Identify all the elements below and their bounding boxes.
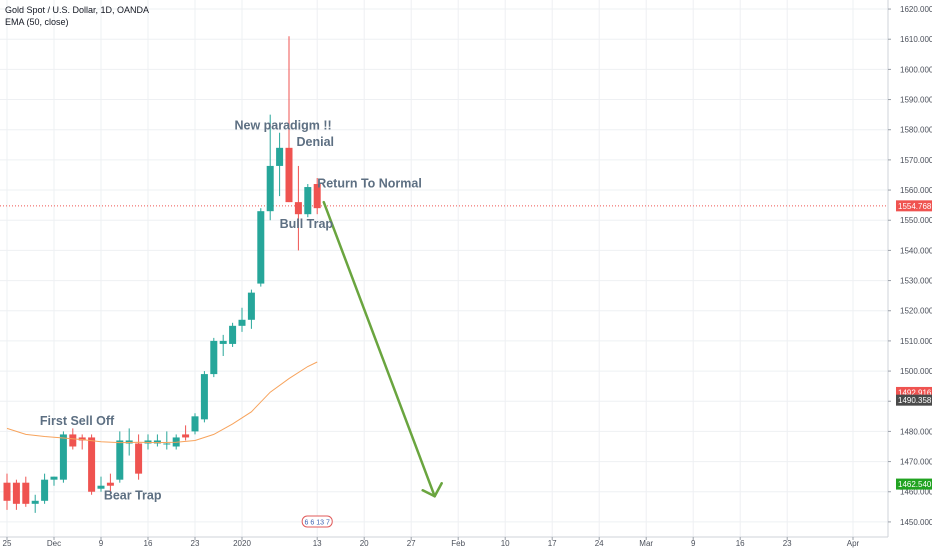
chart-annotations: New paradigm !! Denial Return To Normal Bul… — [40, 119, 422, 503]
candle-body — [200, 374, 208, 420]
projection-arrow — [322, 200, 443, 498]
price-tick-label: 1570.000 — [900, 156, 932, 165]
price-tag-label: 1492.916 — [898, 388, 932, 397]
price-tick-label: 1580.000 — [900, 126, 932, 135]
price-tag-label: 1554.768 — [898, 202, 932, 211]
candle-body — [97, 485, 105, 489]
candle-body — [210, 340, 218, 375]
candle-body — [69, 434, 77, 447]
event-marker-label: 6 6 13 7 — [305, 520, 330, 527]
candle-body — [219, 340, 227, 344]
candle-body — [78, 437, 86, 441]
price-tag-label: 1490.358 — [898, 396, 932, 405]
candle-body — [116, 440, 124, 480]
event-marker: 6 6 13 7 — [301, 515, 333, 528]
annotation-label: Return To Normal — [317, 177, 422, 191]
price-axis-bg — [888, 0, 932, 550]
time-tick-label: 23 — [783, 539, 792, 548]
event-marker-badge — [301, 515, 333, 528]
annotation-label: First Sell Off — [40, 414, 115, 428]
candle-body — [266, 165, 274, 212]
time-tick-label: Mar — [639, 539, 653, 548]
candle-body — [50, 476, 58, 480]
price-tick-label: 1620.000 — [900, 5, 932, 14]
time-tick-label: 23 — [191, 539, 200, 548]
price-tick-label: 1480.000 — [900, 427, 932, 436]
price-tick-label: 1500.000 — [900, 367, 932, 376]
time-tick-label: 9 — [99, 539, 104, 548]
time-tick-label: 16 — [144, 539, 153, 548]
candle-body — [304, 187, 312, 215]
price-tick-label: 1470.000 — [900, 458, 932, 467]
candle-body — [31, 500, 39, 504]
annotation-label: Bear Trap — [104, 488, 162, 502]
candle-body — [41, 479, 49, 501]
candle-body — [191, 416, 199, 432]
price-tag — [896, 200, 932, 212]
candle-body — [135, 443, 143, 474]
time-tick-label: 24 — [595, 539, 604, 548]
candle-body — [257, 211, 265, 284]
price-tick-label: 1450.000 — [900, 518, 932, 527]
time-tick-label: 2020 — [233, 539, 251, 548]
time-tick-label: Dec — [47, 539, 61, 548]
price-tick-label: 1540.000 — [900, 246, 932, 255]
chart-legend: Gold Spot / U.S. Dollar, 1D, OANDA EMA (… — [5, 4, 149, 28]
price-tick-label: 1460.000 — [900, 488, 932, 497]
time-tick-label: 25 — [3, 539, 12, 548]
candle-body — [59, 434, 67, 480]
candle-body — [88, 437, 96, 492]
candlestick-series — [3, 36, 321, 513]
price-tick-label: 1600.000 — [900, 65, 932, 74]
time-tick-label: Feb — [451, 539, 465, 548]
price-tick-label: 1520.000 — [900, 307, 932, 316]
time-tick-label: 9 — [691, 539, 696, 548]
candle-body — [229, 325, 237, 344]
time-tick-label: 20 — [360, 539, 369, 548]
annotation-label: Denial — [297, 135, 335, 149]
candle-body — [106, 482, 114, 486]
price-tag-label: 1462.540 — [898, 480, 932, 489]
price-tag — [896, 478, 932, 490]
price-tick-label: 1590.000 — [900, 96, 932, 105]
annotation-label: New paradigm !! — [234, 119, 331, 133]
arrow-head — [421, 482, 443, 498]
candle-body — [182, 434, 190, 438]
candle-body — [238, 319, 246, 326]
candle-body — [153, 440, 161, 444]
time-tick-label: 17 — [548, 539, 557, 548]
candle-body — [276, 147, 284, 166]
candle-body — [247, 292, 255, 320]
time-tick-label: 16 — [736, 539, 745, 548]
candle-body — [12, 482, 20, 504]
annotation-label: Bull Trap — [280, 217, 334, 231]
time-tick-label: 13 — [313, 539, 322, 548]
indicator-title: EMA (50, close) — [5, 17, 69, 27]
price-tick-label: 1530.000 — [900, 277, 932, 286]
symbol-title: Gold Spot / U.S. Dollar, 1D, OANDA — [5, 5, 150, 15]
price-tick-label: 1560.000 — [900, 186, 932, 195]
time-tick-label: Apr — [847, 539, 860, 548]
candle-body — [313, 184, 321, 209]
ema-series — [6, 361, 318, 444]
price-tag — [896, 386, 932, 398]
time-axis-bg — [0, 537, 932, 550]
ema-line — [6, 361, 318, 444]
candle-body — [3, 482, 11, 501]
candle-body — [285, 147, 293, 203]
time-tick-label: 10 — [501, 539, 510, 548]
candle-body — [22, 482, 30, 504]
candle-body — [294, 202, 302, 215]
arrow-shaft — [322, 200, 436, 498]
time-tick-label: 27 — [407, 539, 416, 548]
chart-grid — [0, 0, 888, 537]
price-tick-label: 1610.000 — [900, 35, 932, 44]
price-tag — [896, 394, 932, 406]
candle-body — [163, 443, 171, 445]
price-tick-label: 1550.000 — [900, 216, 932, 225]
price-tick-label: 1510.000 — [900, 337, 932, 346]
